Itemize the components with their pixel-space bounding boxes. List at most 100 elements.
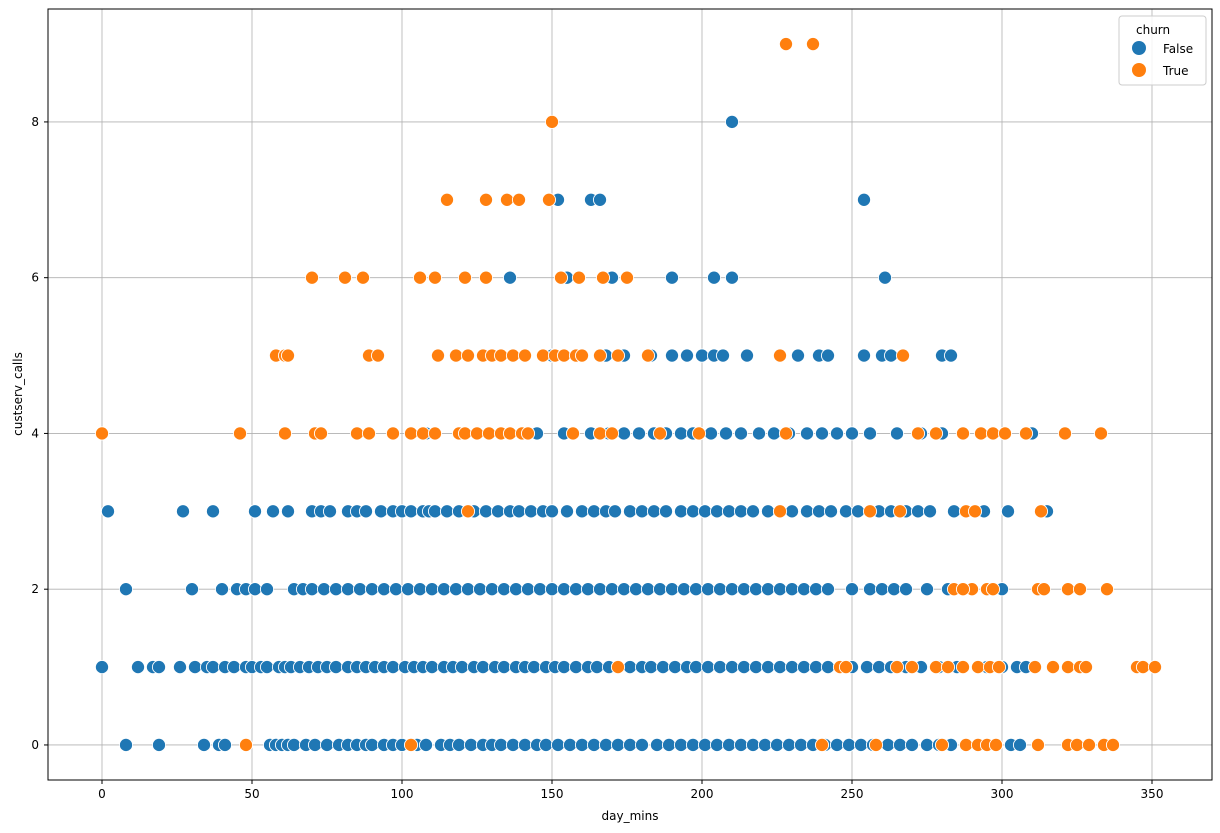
point-false	[1012, 737, 1028, 753]
point-false	[580, 582, 596, 597]
point-true	[970, 660, 986, 675]
point-false	[772, 582, 788, 597]
point-false	[247, 504, 263, 519]
point-false	[403, 504, 419, 519]
x-tick-label: 150	[541, 787, 564, 801]
point-false	[412, 582, 428, 597]
point-true	[967, 504, 983, 519]
point-false	[703, 426, 719, 441]
point-false	[520, 582, 536, 597]
point-true	[361, 426, 377, 441]
point-false	[736, 582, 752, 597]
point-true	[772, 348, 788, 363]
point-true	[985, 426, 1001, 441]
point-false	[424, 660, 440, 675]
point-false	[673, 504, 689, 519]
point-true	[403, 426, 419, 441]
point-false	[808, 582, 824, 597]
point-false	[685, 737, 701, 753]
point-false	[943, 348, 959, 363]
point-false	[592, 582, 608, 597]
y-tick-label: 8	[31, 115, 39, 129]
point-false	[919, 582, 935, 597]
y-tick-label: 0	[31, 738, 39, 752]
x-tick-label: 300	[991, 787, 1014, 801]
point-true	[460, 348, 476, 363]
point-false	[856, 348, 872, 363]
point-false	[850, 504, 866, 519]
point-false	[664, 270, 680, 285]
point-false	[634, 737, 650, 753]
point-true	[565, 426, 581, 441]
point-true	[403, 737, 419, 753]
point-false	[340, 582, 356, 597]
point-true	[928, 660, 944, 675]
point-false	[388, 582, 404, 597]
point-false	[586, 504, 602, 519]
point-true	[355, 270, 371, 285]
point-false	[721, 504, 737, 519]
point-false	[94, 660, 110, 675]
point-true	[592, 426, 608, 441]
point-false	[472, 582, 488, 597]
point-false	[904, 737, 920, 753]
point-true	[427, 270, 443, 285]
point-true	[955, 426, 971, 441]
point-true	[955, 660, 971, 675]
point-false	[853, 737, 869, 753]
point-false	[748, 660, 764, 675]
point-true	[904, 660, 920, 675]
x-tick-label: 50	[244, 787, 259, 801]
point-true	[460, 504, 476, 519]
point-false	[724, 270, 740, 285]
point-true	[1069, 737, 1085, 753]
point-false	[265, 504, 281, 519]
point-false	[574, 737, 590, 753]
point-false	[706, 270, 722, 285]
point-false	[799, 426, 815, 441]
point-false	[622, 660, 638, 675]
point-true	[1027, 660, 1043, 675]
point-false	[439, 504, 455, 519]
point-false	[400, 582, 416, 597]
y-tick-label: 4	[31, 426, 39, 440]
plot-frame	[47, 8, 1213, 781]
point-true	[415, 426, 431, 441]
point-false	[862, 582, 878, 597]
point-true	[988, 737, 1004, 753]
point-true	[778, 36, 794, 52]
point-false	[784, 504, 800, 519]
point-true	[652, 426, 668, 441]
point-false	[568, 660, 584, 675]
point-false	[673, 426, 689, 441]
point-false	[655, 660, 671, 675]
point-true	[997, 426, 1013, 441]
point-true	[448, 348, 464, 363]
point-false	[505, 737, 521, 753]
point-true	[541, 192, 557, 207]
point-true	[595, 270, 611, 285]
point-false	[562, 737, 578, 753]
point-true	[277, 426, 293, 441]
point-true	[1147, 660, 1163, 675]
point-true	[1018, 426, 1034, 441]
point-false	[790, 348, 806, 363]
x-tick-label: 100	[391, 787, 414, 801]
point-true	[814, 737, 830, 753]
point-true	[1045, 660, 1061, 675]
point-true	[517, 348, 533, 363]
point-true	[427, 426, 443, 441]
point-false	[736, 660, 752, 675]
point-true	[457, 426, 473, 441]
point-false	[898, 582, 914, 597]
point-true	[610, 660, 626, 675]
point-false	[784, 660, 800, 675]
point-false	[841, 737, 857, 753]
point-false	[622, 504, 638, 519]
point-false	[604, 582, 620, 597]
plot-background	[48, 9, 1212, 780]
point-false	[664, 348, 680, 363]
point-false	[247, 582, 263, 597]
point-false	[598, 737, 614, 753]
point-true	[1057, 426, 1073, 441]
